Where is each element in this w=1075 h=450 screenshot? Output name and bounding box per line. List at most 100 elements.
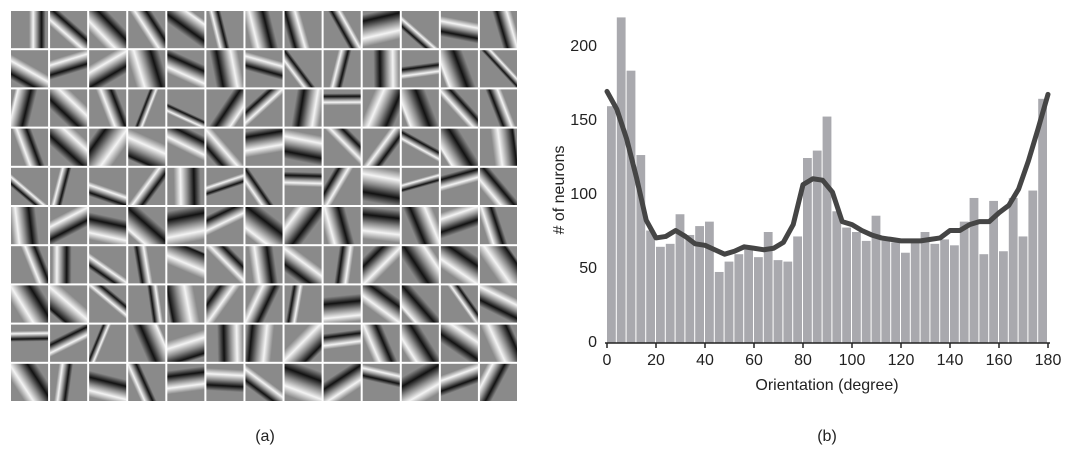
filter-patch bbox=[479, 324, 517, 362]
filter-patch bbox=[167, 128, 205, 166]
filter-patch bbox=[50, 89, 88, 127]
filter-patch bbox=[245, 50, 283, 88]
filter-patch bbox=[89, 11, 127, 49]
filter-patch bbox=[50, 324, 88, 362]
filter-patch bbox=[284, 324, 322, 362]
filter-patch bbox=[440, 207, 478, 245]
filter-patch bbox=[362, 285, 400, 323]
filter-patch bbox=[440, 324, 478, 362]
filter-patch bbox=[50, 363, 88, 401]
filter-patch bbox=[323, 89, 361, 127]
bar bbox=[763, 232, 773, 343]
bar bbox=[871, 215, 881, 343]
filter-grid bbox=[10, 10, 518, 402]
filter-patch bbox=[11, 89, 49, 127]
filter-patch bbox=[323, 246, 361, 284]
filter-patch bbox=[323, 128, 361, 166]
y-tick-label: 150 bbox=[570, 112, 597, 129]
bar bbox=[744, 246, 753, 343]
caption: (b) bbox=[817, 428, 837, 445]
filter-patch bbox=[50, 207, 88, 245]
filter-patch bbox=[401, 246, 439, 284]
bar bbox=[959, 221, 969, 343]
bar bbox=[734, 254, 744, 343]
filter-patch bbox=[206, 50, 244, 88]
filter-patch bbox=[128, 89, 166, 127]
filter-patch bbox=[167, 324, 205, 362]
x-tick-label: 40 bbox=[696, 352, 714, 369]
x-tick-label: 60 bbox=[745, 352, 763, 369]
filter-patch bbox=[245, 246, 283, 284]
bar bbox=[842, 227, 851, 343]
filter-patch bbox=[11, 167, 49, 205]
filter-patch bbox=[323, 363, 361, 401]
filter-patch bbox=[206, 128, 244, 166]
filter-patch bbox=[323, 207, 361, 245]
trend-line bbox=[604, 88, 1051, 257]
filter-patch bbox=[11, 50, 49, 88]
filter-patch bbox=[11, 324, 49, 362]
filter-patch bbox=[479, 89, 517, 127]
bar bbox=[969, 197, 979, 343]
bar bbox=[891, 242, 900, 343]
filter-patch bbox=[479, 11, 517, 49]
x-tick-label: 0 bbox=[603, 352, 612, 369]
filter-patch bbox=[245, 89, 283, 127]
bar bbox=[665, 243, 675, 343]
filter-patch bbox=[128, 324, 166, 362]
filter-patch bbox=[284, 363, 322, 401]
filter-patch bbox=[479, 363, 517, 401]
filter-patch bbox=[284, 246, 322, 284]
filter-patch bbox=[128, 11, 166, 49]
x-axis-label: Orientation (degree) bbox=[755, 377, 898, 394]
filter-patch bbox=[167, 11, 205, 49]
filter-patch bbox=[50, 128, 88, 166]
filter-patch bbox=[362, 128, 400, 166]
filter-patch bbox=[206, 285, 244, 323]
caption: (a) bbox=[255, 428, 275, 445]
filter-patch bbox=[11, 11, 49, 49]
filter-patch bbox=[245, 167, 283, 205]
filter-patch bbox=[284, 50, 322, 88]
filter-patch bbox=[206, 167, 244, 205]
filter-patch bbox=[89, 324, 127, 362]
bar bbox=[773, 260, 783, 343]
filter-patch bbox=[206, 363, 244, 401]
bar bbox=[783, 261, 793, 343]
bar bbox=[920, 232, 930, 343]
filter-patch bbox=[89, 89, 127, 127]
bar bbox=[1018, 236, 1028, 343]
filter-patch bbox=[167, 363, 205, 401]
bar bbox=[950, 245, 959, 343]
filter-patch bbox=[167, 246, 205, 284]
bar bbox=[803, 158, 812, 343]
filter-patch bbox=[401, 89, 439, 127]
filter-patch bbox=[245, 285, 283, 323]
filter-patch bbox=[362, 50, 400, 88]
filter-patch bbox=[362, 11, 400, 49]
filter-patch bbox=[50, 167, 88, 205]
filter-patch bbox=[440, 363, 478, 401]
filter-patch bbox=[50, 11, 88, 49]
filter-patch bbox=[206, 89, 244, 127]
filter-patch bbox=[479, 285, 517, 323]
x-tick-label: 140 bbox=[937, 352, 964, 369]
filter-patch bbox=[245, 128, 283, 166]
filter-patch bbox=[479, 128, 517, 166]
bar bbox=[812, 150, 822, 343]
filter-patch bbox=[440, 89, 478, 127]
filter-patch bbox=[128, 363, 166, 401]
filter-patch bbox=[206, 246, 244, 284]
filter-patch bbox=[128, 285, 166, 323]
bar bbox=[695, 226, 704, 343]
y-tick-label: 50 bbox=[579, 260, 597, 277]
bar bbox=[999, 251, 1008, 343]
filter-patch bbox=[89, 285, 127, 323]
y-tick-label: 100 bbox=[570, 186, 597, 203]
x-tick-label: 80 bbox=[794, 352, 812, 369]
bar bbox=[940, 239, 949, 343]
filter-patch bbox=[11, 285, 49, 323]
bar bbox=[930, 243, 940, 343]
filter-patch bbox=[479, 50, 517, 88]
